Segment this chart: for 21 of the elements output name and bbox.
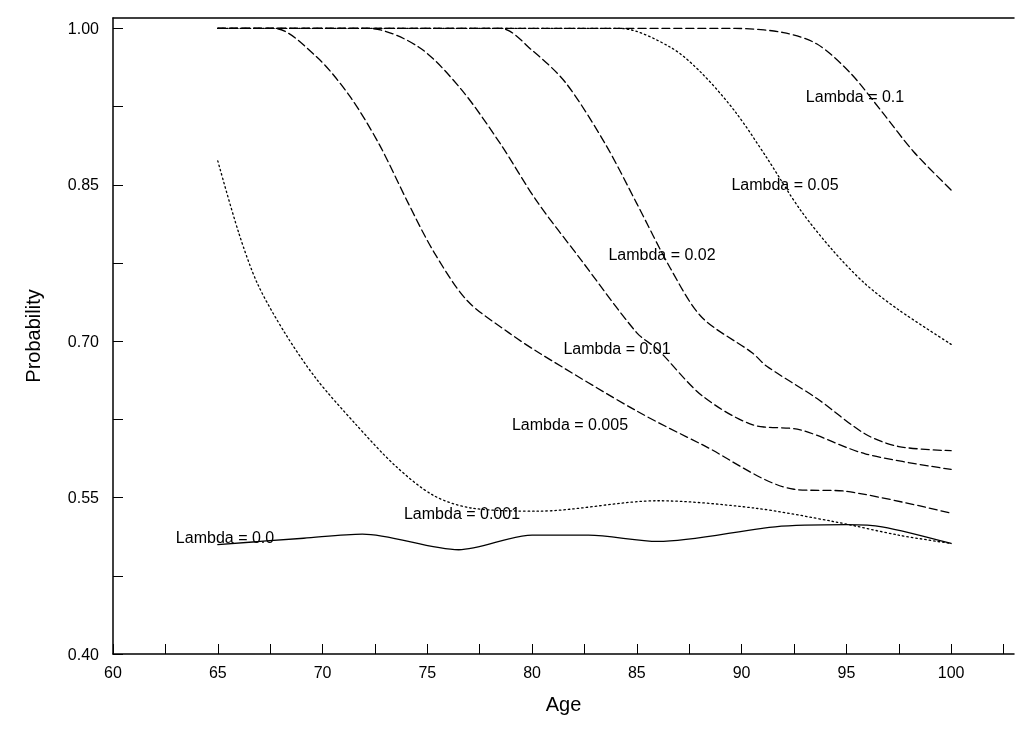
- annotation: Lambda = 0.01: [563, 339, 671, 357]
- annotation: Lambda = 0.005: [511, 415, 629, 433]
- y-tick-label: 0.40: [67, 645, 100, 663]
- x-axis-title: Age: [545, 693, 582, 715]
- y-tick-label: 0.55: [67, 489, 100, 507]
- x-tick-label: 85: [627, 663, 646, 681]
- x-tick-label: 65: [208, 663, 227, 681]
- x-tick-label: 90: [732, 663, 751, 681]
- x-tick-label: 100: [937, 663, 965, 681]
- y-tick-label: 0.85: [67, 176, 100, 194]
- annotation: Lambda = 0.001: [403, 504, 521, 522]
- y-axis-title: Probability: [22, 289, 44, 383]
- y-tick-label: 1.00: [67, 19, 100, 37]
- y-tick-label: 0.70: [67, 332, 100, 350]
- x-tick-label: 60: [104, 663, 122, 681]
- x-tick-label: 75: [418, 663, 437, 681]
- x-tick-label: 95: [837, 663, 856, 681]
- annotation: Lambda = 0.02: [608, 245, 716, 263]
- x-tick-label: 70: [313, 663, 332, 681]
- annotation: Lambda = 0.05: [731, 175, 839, 193]
- x-tick-label: 80: [523, 663, 542, 681]
